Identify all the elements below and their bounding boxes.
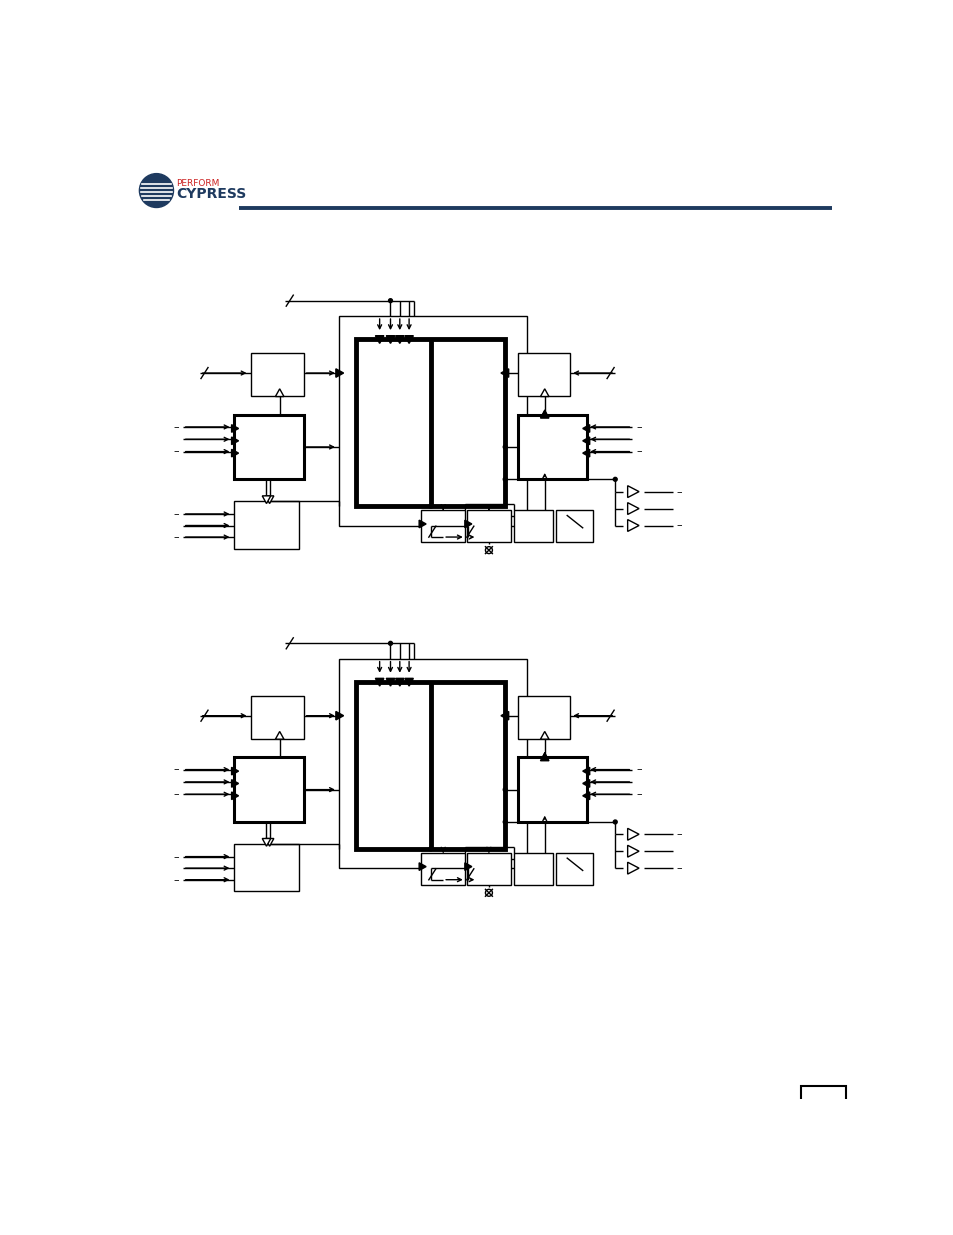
Circle shape: [503, 445, 507, 448]
Polygon shape: [335, 369, 343, 377]
Polygon shape: [404, 336, 413, 343]
Polygon shape: [232, 450, 238, 457]
Polygon shape: [540, 731, 548, 740]
Circle shape: [388, 299, 392, 303]
Bar: [339, 658, 526, 868]
Text: –: –: [172, 789, 178, 799]
Polygon shape: [500, 369, 508, 377]
Text: –: –: [636, 447, 641, 457]
Text: –: –: [172, 532, 178, 542]
Circle shape: [429, 847, 433, 851]
Text: –: –: [676, 520, 681, 531]
Text: –: –: [172, 509, 178, 519]
Text: –: –: [172, 422, 178, 432]
Text: –: –: [636, 789, 641, 799]
Bar: [555, 510, 592, 542]
Polygon shape: [335, 711, 343, 720]
Polygon shape: [582, 437, 589, 445]
Polygon shape: [232, 792, 238, 799]
Bar: [517, 353, 570, 396]
Polygon shape: [395, 678, 404, 687]
Polygon shape: [540, 389, 548, 396]
Circle shape: [388, 641, 392, 645]
Polygon shape: [627, 845, 639, 857]
Polygon shape: [464, 863, 472, 871]
Text: –: –: [676, 487, 681, 496]
Polygon shape: [232, 767, 238, 774]
Bar: [356, 340, 505, 506]
Polygon shape: [582, 450, 589, 457]
Text: –: –: [172, 764, 178, 774]
Polygon shape: [418, 520, 426, 527]
Polygon shape: [627, 485, 639, 498]
Bar: [339, 316, 526, 526]
Polygon shape: [582, 425, 589, 432]
Bar: [233, 844, 298, 892]
Text: –: –: [676, 829, 681, 840]
Polygon shape: [627, 829, 639, 840]
Text: –: –: [172, 874, 178, 884]
Polygon shape: [275, 731, 284, 740]
Text: –: –: [172, 447, 178, 457]
Polygon shape: [232, 425, 238, 432]
Polygon shape: [540, 753, 548, 761]
Circle shape: [503, 478, 507, 482]
Polygon shape: [582, 779, 589, 787]
Polygon shape: [275, 389, 284, 396]
Bar: [233, 501, 298, 548]
Polygon shape: [395, 336, 404, 343]
Text: –: –: [636, 422, 641, 432]
Polygon shape: [386, 678, 395, 687]
Bar: [233, 415, 303, 479]
Circle shape: [503, 820, 507, 824]
Text: PERFORM: PERFORM: [176, 179, 220, 188]
Bar: [251, 695, 303, 739]
Bar: [251, 353, 303, 396]
Polygon shape: [464, 520, 472, 527]
Polygon shape: [375, 336, 383, 343]
Polygon shape: [265, 839, 274, 846]
Circle shape: [503, 788, 507, 792]
Polygon shape: [627, 520, 639, 531]
Bar: [421, 510, 464, 542]
Polygon shape: [404, 678, 413, 687]
Polygon shape: [262, 839, 271, 846]
Bar: [517, 415, 587, 479]
Polygon shape: [262, 496, 271, 504]
Circle shape: [429, 504, 433, 508]
Polygon shape: [582, 767, 589, 774]
Bar: [514, 510, 553, 542]
Bar: [467, 510, 510, 542]
Bar: [517, 757, 587, 823]
Polygon shape: [540, 410, 548, 419]
Polygon shape: [232, 779, 238, 787]
Polygon shape: [582, 792, 589, 799]
Circle shape: [613, 820, 617, 824]
Text: CYPRESS: CYPRESS: [176, 188, 247, 201]
Polygon shape: [386, 336, 395, 343]
Polygon shape: [418, 863, 426, 871]
Bar: [801, 1086, 845, 1103]
Text: –: –: [636, 764, 641, 774]
Polygon shape: [627, 862, 639, 874]
Polygon shape: [627, 503, 639, 515]
Text: –: –: [676, 863, 681, 873]
Bar: [517, 695, 570, 739]
Bar: [421, 852, 464, 885]
Circle shape: [613, 478, 617, 482]
Bar: [356, 682, 505, 848]
Bar: [233, 757, 303, 823]
Polygon shape: [265, 496, 274, 504]
Bar: [467, 852, 510, 885]
Text: –: –: [172, 852, 178, 862]
Polygon shape: [500, 711, 508, 720]
Polygon shape: [375, 678, 383, 687]
Polygon shape: [232, 437, 238, 445]
Circle shape: [139, 174, 173, 207]
Bar: [555, 852, 592, 885]
Bar: [514, 852, 553, 885]
